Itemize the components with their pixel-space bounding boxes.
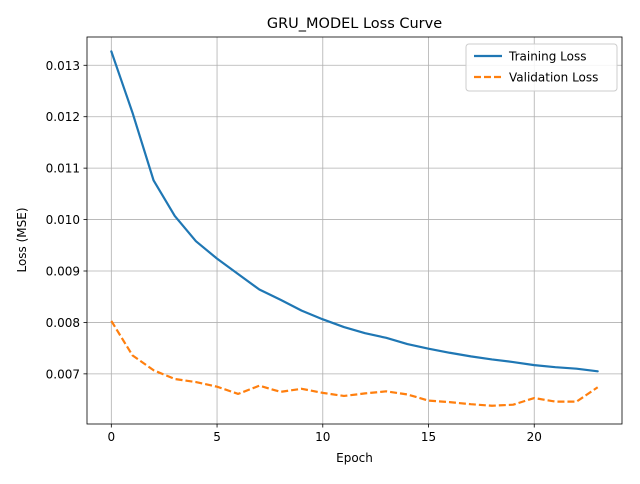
y-tick-label: 0.008 [46, 316, 80, 330]
y-axis-ticks: 0.007 0.008 0.009 0.010 0.011 0.012 0.013 [46, 59, 87, 381]
y-tick-label: 0.010 [46, 213, 80, 227]
x-axis-label: Epoch [336, 451, 373, 465]
x-tick-label: 15 [421, 430, 436, 444]
y-tick-label: 0.013 [46, 59, 80, 73]
chart-title: GRU_MODEL Loss Curve [267, 16, 442, 32]
x-axis-ticks: 0 5 10 15 20 [107, 424, 542, 444]
plot-frame [86, 36, 623, 425]
y-axis-label: Loss (MSE) [15, 207, 29, 272]
series-lines [110, 50, 599, 407]
x-tick-label: 5 [213, 430, 221, 444]
legend-box [465, 43, 618, 92]
series-line-validation-loss [110, 320, 599, 407]
grid [87, 37, 622, 424]
y-tick-label: 0.009 [46, 265, 80, 279]
y-tick-label: 0.012 [46, 110, 80, 124]
legend: Training Loss Validation Loss [465, 43, 618, 92]
x-tick-label: 20 [527, 430, 542, 444]
x-tick-label: 10 [315, 430, 330, 444]
x-tick-label: 0 [107, 430, 115, 444]
y-tick-label: 0.011 [46, 162, 80, 176]
series-line-training-loss [110, 50, 599, 373]
legend-label-training-loss: Training Loss [508, 50, 586, 64]
y-tick-label: 0.007 [46, 367, 80, 381]
legend-label-validation-loss: Validation Loss [509, 71, 598, 85]
